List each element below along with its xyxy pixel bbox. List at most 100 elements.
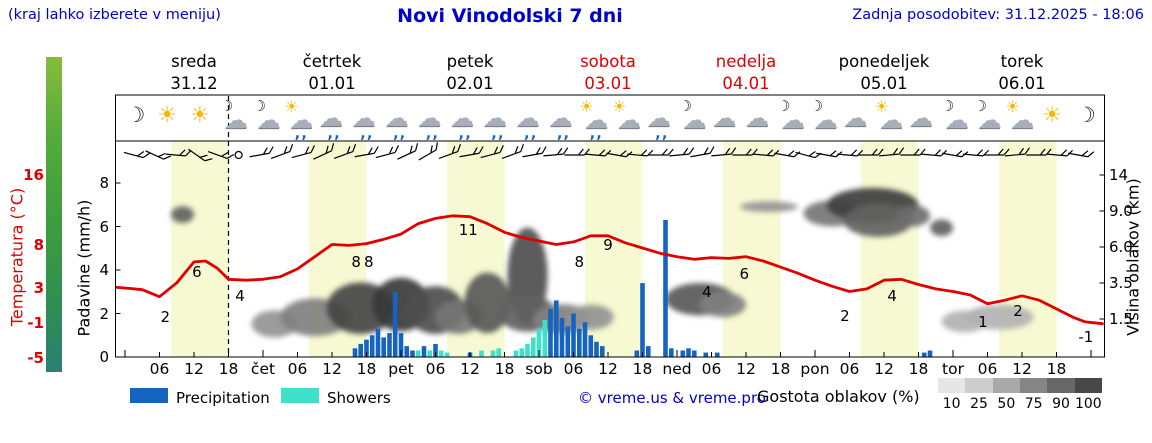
cloud-tick-14: 14 <box>1109 166 1129 184</box>
density-tick-75: 75 <box>1024 396 1043 412</box>
density-tick-90: 90 <box>1052 396 1070 412</box>
x-hour-3-12: 12 <box>598 360 618 378</box>
cloud-tick-3.5: 3.5 <box>1109 274 1133 292</box>
svg-text:2: 2 <box>840 307 850 325</box>
showers-legend-label: Showers <box>327 389 391 407</box>
x-hour-6-12: 12 <box>1012 360 1032 378</box>
page-title: Novi Vinodolski 7 dni <box>397 5 623 27</box>
density-segment-10 <box>938 378 966 393</box>
x-hour-6-06: 06 <box>977 360 998 378</box>
density-segment-75 <box>1020 378 1048 393</box>
x-day-sob: sob <box>525 360 553 378</box>
density-tick-100: 100 <box>1074 396 1102 412</box>
x-hour-4-12: 12 <box>736 360 756 378</box>
x-day-tor: tor <box>942 360 964 378</box>
temp-tick-3: 3 <box>33 279 44 297</box>
temperature-color-strip <box>46 57 62 372</box>
precipitation-bars <box>352 220 933 357</box>
svg-text:2: 2 <box>1013 302 1023 320</box>
x-hour-5-12: 12 <box>874 360 894 378</box>
cloud-density-title: Gostota oblakov (%) <box>757 387 920 406</box>
x-hour-4-06: 06 <box>701 360 722 378</box>
day-name-torek: torek <box>1000 52 1044 71</box>
density-segment-90 <box>1047 378 1075 393</box>
x-hour-6-18: 18 <box>1046 360 1067 378</box>
precip-tick-8: 8 <box>99 174 109 192</box>
x-hour-1-12: 12 <box>322 360 342 378</box>
svg-text:6: 6 <box>192 263 202 281</box>
copyright-link[interactable]: © vreme.us & vreme.pro <box>578 389 766 407</box>
svg-text:11: 11 <box>459 221 478 239</box>
showers-legend-swatch <box>281 388 319 403</box>
x-hour-0-18: 18 <box>218 360 239 378</box>
precip-tick-6: 6 <box>99 217 109 236</box>
x-day-ned: ned <box>662 360 692 378</box>
plot-frame <box>115 140 1105 358</box>
x-hour-3-18: 18 <box>632 360 653 378</box>
svg-text:6: 6 <box>740 265 750 283</box>
x-hour-0-12: 12 <box>184 360 204 378</box>
day-date-01.01: 01.01 <box>308 74 356 93</box>
cloud-tick-6.0: 6.0 <box>1109 238 1133 256</box>
x-hour-1-06: 06 <box>287 360 308 378</box>
temperature-line <box>115 214 1104 326</box>
svg-text:8: 8 <box>351 253 361 271</box>
day-name-petek: petek <box>446 52 494 71</box>
precip-tick-2: 2 <box>99 304 109 323</box>
density-tick-25: 25 <box>970 396 988 412</box>
day-date-02.01: 02.01 <box>446 74 494 93</box>
x-hour-3-06: 06 <box>563 360 584 378</box>
svg-text:8: 8 <box>575 253 585 271</box>
density-tick-50: 50 <box>997 396 1016 412</box>
day-name-sreda: sreda <box>171 52 217 71</box>
temp-tick-16: 16 <box>23 165 44 184</box>
density-segment-25 <box>965 378 993 393</box>
x-hour-5-06: 06 <box>839 360 860 378</box>
day-name-nedelja: nedelja <box>715 52 777 71</box>
precipitation-legend-label: Precipitation <box>176 389 270 407</box>
cloud-tick-1.5: 1.5 <box>1109 310 1133 328</box>
day-name-sobota: sobota <box>580 52 636 71</box>
cloud-tick-9.0: 9.0 <box>1109 202 1133 220</box>
svg-text:4: 4 <box>702 283 712 301</box>
x-day-pet: pet <box>388 360 414 378</box>
precip-tick-4: 4 <box>99 261 109 279</box>
axis-tick-marks <box>115 174 1105 358</box>
svg-text:8: 8 <box>364 253 374 271</box>
x-hour-2-06: 06 <box>425 360 446 378</box>
temp-tick-8: 8 <box>33 235 44 254</box>
temp-tick--1: -1 <box>27 313 44 332</box>
day-date-04.01: 04.01 <box>722 74 770 93</box>
day-date-05.01: 05.01 <box>860 74 908 93</box>
precip-tick-0: 0 <box>99 348 109 366</box>
svg-text:9: 9 <box>603 236 613 254</box>
svg-text:-1: -1 <box>1078 328 1093 346</box>
x-hour-0-06: 06 <box>149 360 170 378</box>
svg-text:1: 1 <box>978 313 988 331</box>
day-date-03.01: 03.01 <box>584 74 632 93</box>
icon-row-frame <box>115 94 1105 142</box>
day-date-06.01: 06.01 <box>998 74 1046 93</box>
svg-text:2: 2 <box>161 308 171 326</box>
temp-tick--5: -5 <box>27 348 44 367</box>
x-hour-2-12: 12 <box>460 360 480 378</box>
x-hour-5-18: 18 <box>908 360 929 378</box>
density-segment-50 <box>992 378 1020 393</box>
svg-text:4: 4 <box>235 287 245 305</box>
menu-hint-text: (kraj lahko izberete v meniju) <box>8 7 221 23</box>
density-tick-10: 10 <box>942 396 961 412</box>
day-date-31.12: 31.12 <box>170 74 218 93</box>
x-day-pon: pon <box>800 360 830 378</box>
x-day-čet: čet <box>250 360 276 378</box>
day-name-četrtek: četrtek <box>302 52 362 71</box>
precipitation-legend-swatch <box>130 388 168 403</box>
density-segment-100 <box>1074 378 1102 393</box>
x-hour-4-18: 18 <box>770 360 791 378</box>
last-updated-text: Zadnja posodobitev: 31.12.2025 - 18:06 <box>852 7 1144 23</box>
svg-text:4: 4 <box>887 287 897 305</box>
day-name-ponedeljek: ponedeljek <box>838 52 930 71</box>
wind-barbs <box>123 142 1095 162</box>
